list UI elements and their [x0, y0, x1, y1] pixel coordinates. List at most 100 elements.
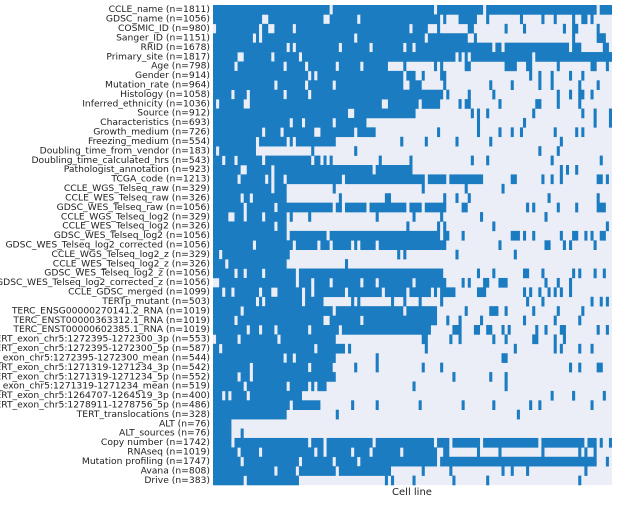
heatmap-cells [489, 80, 493, 91]
heatmap-cells [569, 89, 573, 100]
heatmap-cells [375, 362, 379, 373]
heatmap-cells [593, 447, 597, 458]
heatmap-cells [213, 343, 220, 354]
heatmap-cells [246, 165, 272, 175]
heatmap-cells [249, 99, 382, 109]
heatmap-cells [332, 5, 434, 15]
heatmap-cells [510, 174, 517, 185]
heatmap-cells [458, 334, 462, 345]
heatmap-cells [575, 165, 579, 175]
heatmap-cells [314, 155, 321, 166]
heatmap-cells [412, 23, 428, 34]
row-label: TERT_exon_chr5:1272395-1272300_5p (n=587… [0, 343, 210, 354]
heatmap-cells [338, 193, 342, 203]
heatmap-cells [464, 99, 471, 109]
heatmap-cells [489, 306, 499, 316]
heatmap-cells [335, 202, 342, 213]
row-label: TERC_ENST00000363312.1_RNA (n=1019) [12, 315, 210, 326]
heatmap-cells [440, 212, 444, 222]
row-label: TERT_exon_chr5:1272395-1272300_3p (n=553… [0, 334, 210, 345]
heatmap-cells [262, 33, 355, 43]
heatmap-cells [443, 230, 450, 241]
heatmap-cells [605, 61, 609, 72]
heatmap-cells [605, 456, 609, 467]
heatmap-cells [556, 89, 560, 100]
heatmap-cells [289, 42, 293, 53]
heatmap-cells [559, 174, 563, 185]
heatmap-cells [486, 475, 490, 486]
heatmap-cells [225, 155, 235, 166]
heatmap-cells [213, 296, 256, 307]
heatmap-cells [501, 466, 505, 476]
heatmap-cells [213, 61, 235, 72]
heatmap-cells [311, 362, 333, 373]
heatmap-cells [562, 23, 566, 34]
heatmap-cells [529, 70, 533, 81]
heatmap-cells [213, 240, 253, 251]
heatmap-cells [421, 70, 425, 81]
heatmap-cells [277, 287, 303, 298]
heatmap-cells [526, 61, 533, 72]
heatmap-cells [522, 315, 527, 326]
heatmap-cells [526, 466, 530, 476]
heatmap-cells [578, 268, 582, 279]
heatmap-cells [529, 287, 533, 298]
heatmap-cells [584, 230, 588, 241]
heatmap-cells [461, 230, 465, 241]
heatmap-cells [437, 437, 450, 448]
heatmap-cells [255, 33, 260, 43]
heatmap-cells [292, 400, 321, 411]
heatmap-cells [240, 447, 260, 458]
heatmap-cells [213, 400, 290, 411]
heatmap-cells [559, 343, 563, 354]
heatmap-cells [498, 99, 502, 109]
heatmap-cells [470, 108, 474, 119]
heatmap-cells [572, 390, 576, 401]
heatmap-cells [354, 447, 370, 458]
heatmap-cells [286, 174, 342, 185]
heatmap-cells [329, 155, 333, 166]
row-label: CCLE_name (n=1811) [109, 4, 210, 15]
heatmap-cells [440, 362, 444, 373]
heatmap-cells [476, 287, 487, 298]
heatmap-cells [406, 221, 410, 232]
heatmap-cells [526, 202, 530, 213]
heatmap-cells [578, 315, 582, 326]
heatmap-cells [437, 5, 484, 15]
heatmap-cells [418, 400, 422, 411]
row-label: GDSC_WES_Telseq_log2_corrected (n=1056) [5, 240, 210, 251]
heatmap-cells [289, 381, 309, 392]
heatmap-cells [243, 193, 250, 203]
heatmap-cells [213, 372, 238, 382]
heatmap-cells [329, 14, 358, 25]
heatmap-cells [213, 165, 241, 175]
heatmap-cells [213, 362, 250, 373]
heatmap-cells [532, 306, 536, 316]
heatmap-cells [213, 108, 349, 119]
heatmap-cells [455, 249, 459, 260]
heatmap-cells [305, 117, 333, 128]
row-label: Mutation_rate (n=964) [105, 80, 210, 91]
row-label: Doubling_time_from_vendor (n=183) [40, 145, 210, 156]
heatmap-cells [213, 268, 235, 279]
heatmap-cells [440, 287, 456, 298]
heatmap-cells [375, 400, 379, 411]
heatmap-cells [559, 287, 563, 298]
heatmap-cells [421, 183, 425, 194]
row-label: Avana (n=808) [141, 465, 210, 476]
heatmap-cells [522, 230, 527, 241]
heatmap-cells [403, 447, 438, 458]
row-label: Histology (n=1058) [120, 89, 210, 100]
heatmap-cells [305, 296, 324, 307]
heatmap-cells [274, 183, 287, 194]
heatmap-cells [280, 334, 336, 345]
row-label: CCLE_WES_Telseq_raw (n=326) [65, 192, 210, 203]
heatmap-cells [550, 390, 554, 401]
heatmap-cells [532, 230, 536, 241]
heatmap-cells [262, 23, 269, 34]
row-label: TERT_translocations (n=328) [76, 409, 210, 420]
heatmap-cells [553, 315, 557, 326]
heatmap-cells [443, 14, 447, 25]
heatmap-cells [452, 475, 456, 486]
